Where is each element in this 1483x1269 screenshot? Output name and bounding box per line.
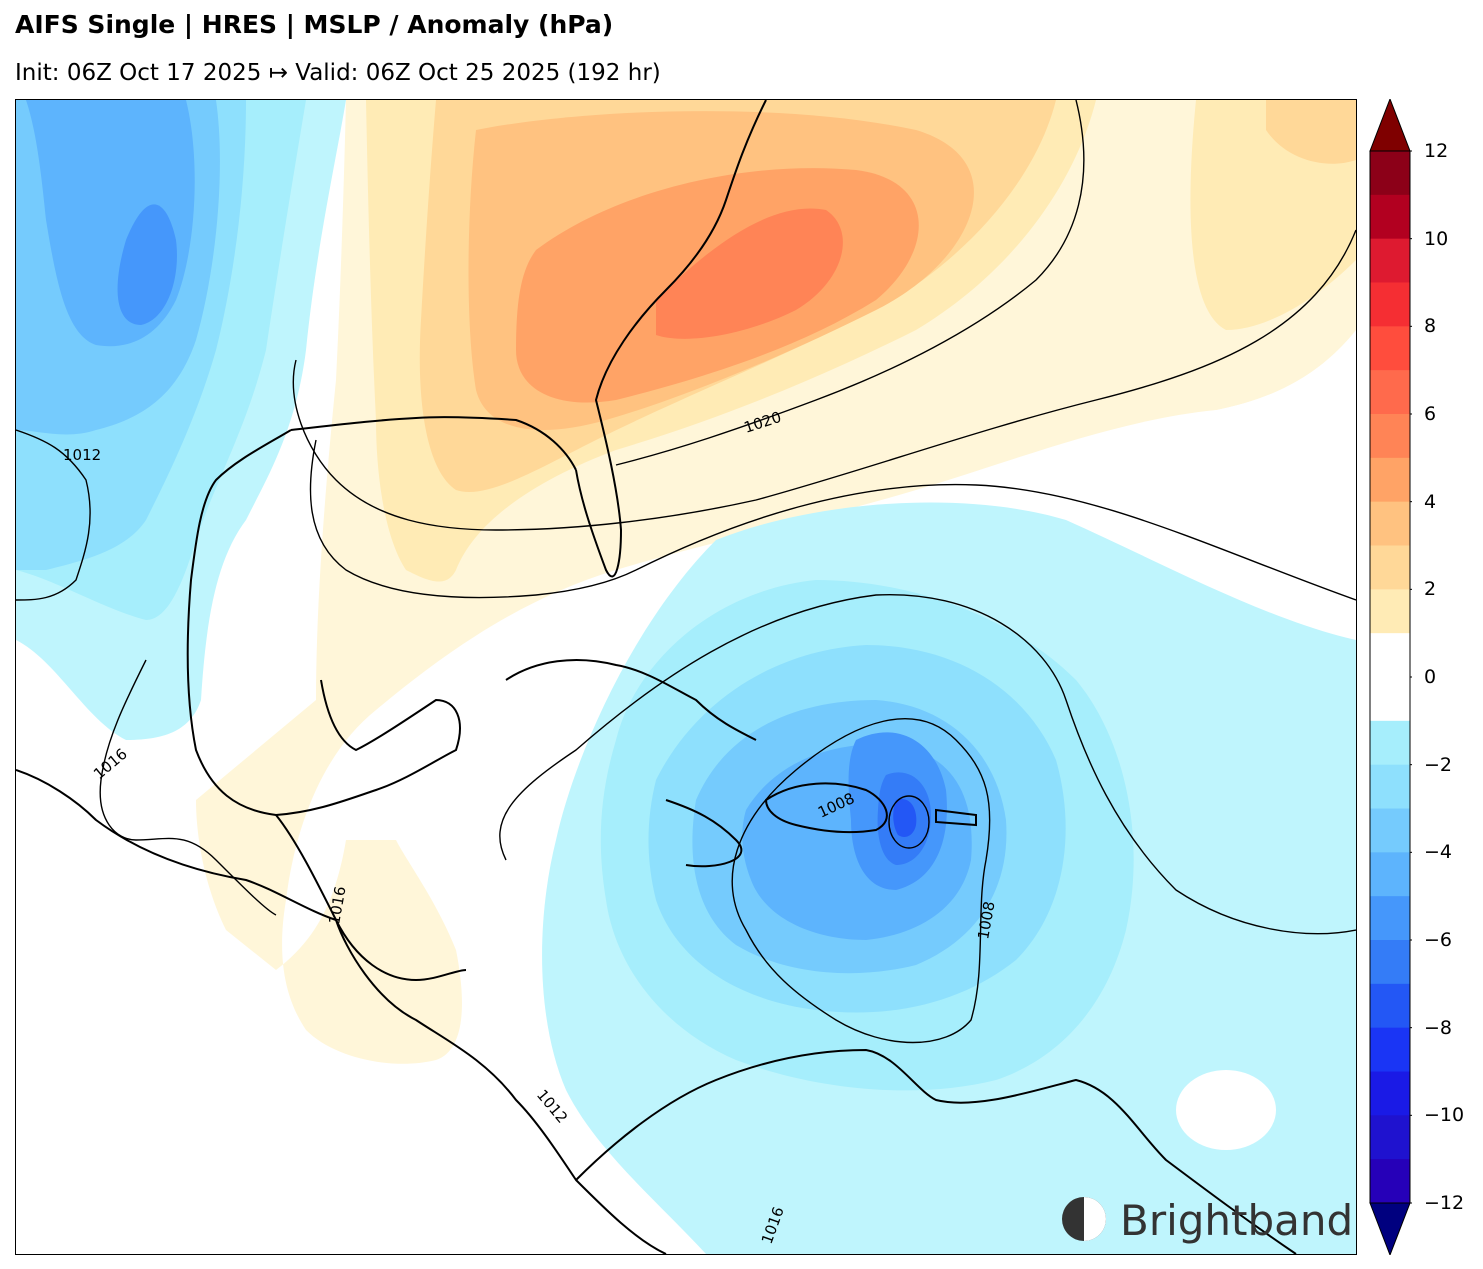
colorbar-bin (1370, 677, 1410, 722)
colorbar-under-triangle (1369, 1202, 1411, 1255)
colorbar-bin (1370, 238, 1410, 283)
colorbar (1369, 99, 1412, 1255)
colorbar-bin (1370, 1071, 1410, 1116)
colorbar-bin (1370, 1027, 1410, 1072)
colorbar-bin (1370, 326, 1410, 371)
negative-anomaly-caribbean (542, 502, 1356, 1254)
isobars (16, 100, 1356, 1044)
isobar-label: 1012 (533, 1086, 571, 1127)
colorbar-bin (1370, 545, 1410, 590)
colorbar-over-triangle (1369, 99, 1411, 152)
isobar-label: 1016 (90, 745, 131, 783)
colorbar-tick-label: 8 (1424, 315, 1437, 338)
colorbar-tick-label: −10 (1424, 1104, 1465, 1127)
chart-title: AIFS Single | HRES | MSLP / Anomaly (hPa… (15, 10, 614, 39)
colorbar-tick-label: −12 (1424, 1192, 1465, 1214)
colorbar-tick-label: 12 (1424, 140, 1449, 162)
colorbar-tick-label: 4 (1424, 490, 1437, 513)
negative-anomaly-west (16, 100, 346, 740)
colorbar-bin (1370, 589, 1410, 634)
colorbar-tick-label: −8 (1424, 1016, 1453, 1039)
colorbar-bin (1370, 151, 1410, 196)
colorbar-bin (1370, 282, 1410, 327)
logo-text: Brightband (1120, 1196, 1350, 1245)
colorbar-tick-label: 0 (1424, 666, 1437, 688)
colorbar-bin (1370, 633, 1410, 678)
map-panel: 1020 1012 1016 1016 1008 1008 1016 1012 (15, 99, 1357, 1255)
chart-subtitle: Init: 06Z Oct 17 2025 ↦ Valid: 06Z Oct 2… (15, 60, 661, 86)
colorbar-tick-label: 2 (1424, 578, 1437, 601)
colorbar-bin (1370, 194, 1410, 240)
colorbar-tick-label: −6 (1424, 929, 1453, 951)
colorbar-bin (1370, 983, 1410, 1029)
positive-anomaly-southeast (196, 100, 1356, 1064)
colorbar-bin (1370, 808, 1410, 853)
colorbar-bin (1370, 1115, 1410, 1160)
colorbar-bin (1370, 720, 1410, 766)
coastlines (16, 100, 1297, 1254)
colorbar-bin (1370, 414, 1410, 459)
colorbar-tick-label: −2 (1424, 753, 1453, 776)
colorbar-bin (1370, 852, 1410, 897)
colorbar-bin (1370, 457, 1410, 503)
colorbar-tick-label: −4 (1424, 841, 1453, 864)
colorbar-bin (1370, 370, 1410, 415)
map-canvas: 1020 1012 1016 1016 1008 1008 1016 1012 (16, 100, 1356, 1254)
colorbar-bin (1370, 940, 1410, 985)
colorbar-bin (1370, 764, 1410, 809)
colorbar-bin (1370, 896, 1410, 941)
colorbar-bin (1370, 1159, 1410, 1204)
brightband-logo: Brightband (1062, 1196, 1350, 1245)
isobar-label: 1012 (63, 446, 101, 464)
colorbar-tick-label: 6 (1424, 403, 1437, 425)
colorbar-tick-label: 10 (1424, 227, 1449, 250)
colorbar-bin (1370, 501, 1410, 546)
